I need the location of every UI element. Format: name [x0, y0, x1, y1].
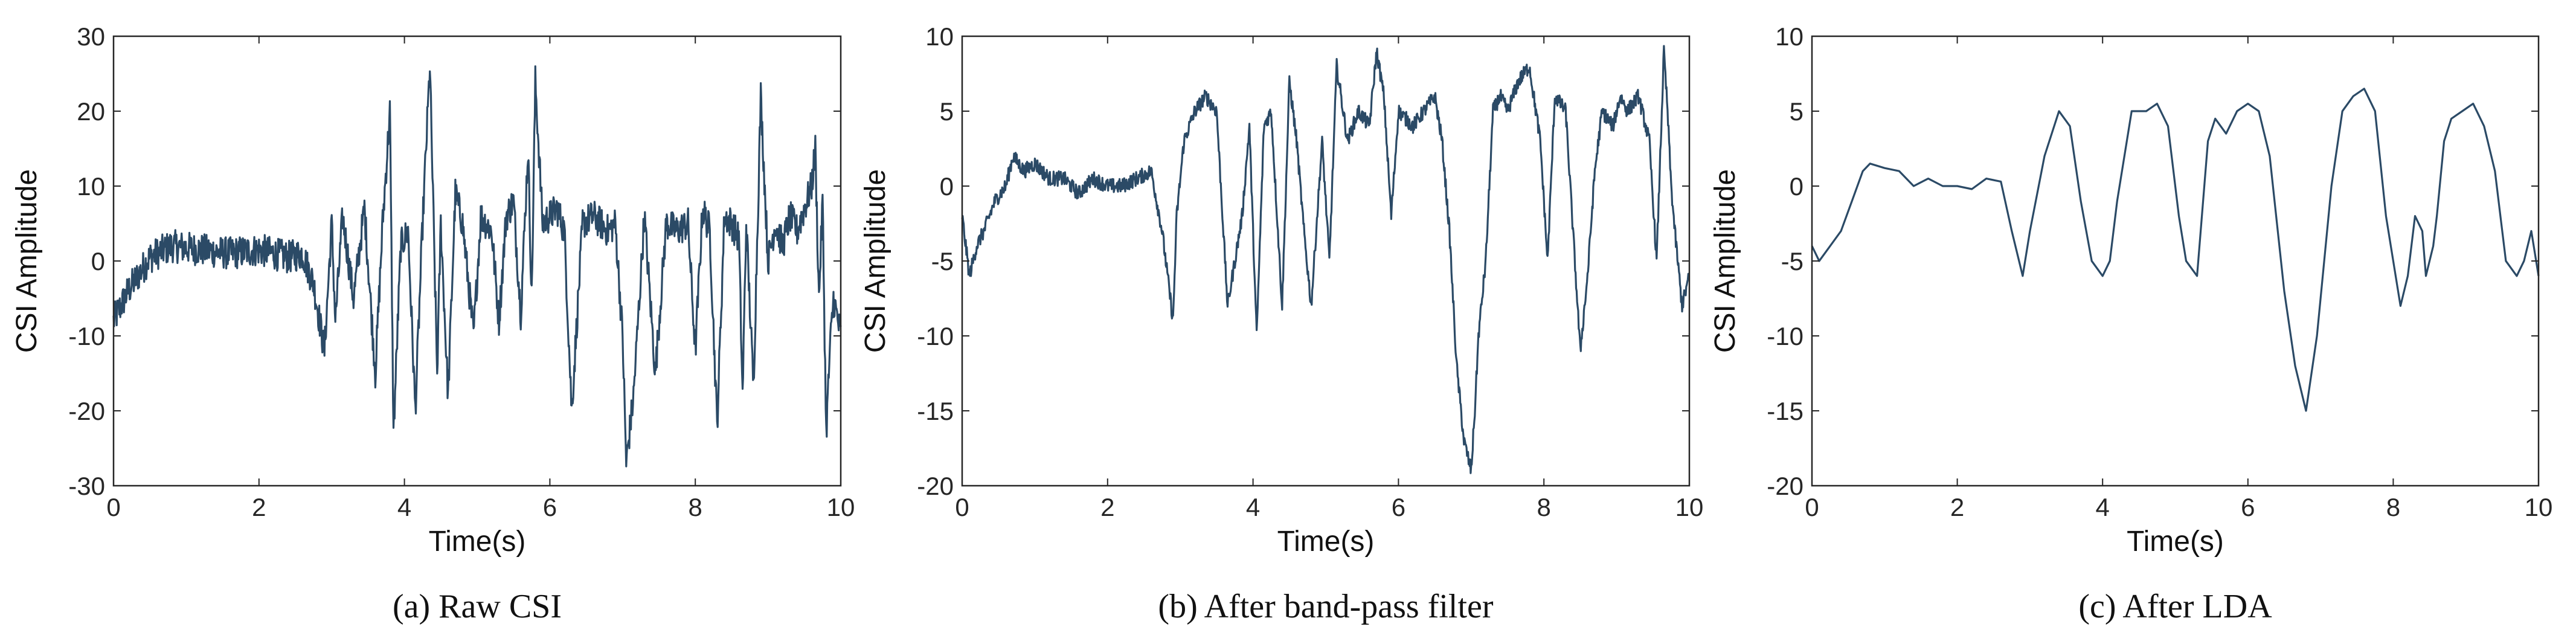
- y-axis-label: CSI Amplitude: [1709, 169, 1741, 353]
- y-tick-label: 10: [925, 22, 954, 51]
- x-tick-label: 4: [2096, 493, 2110, 521]
- x-tick-label: 4: [397, 493, 411, 521]
- y-tick-label: 20: [77, 97, 105, 126]
- series-line: [112, 65, 842, 468]
- x-tick-label: 0: [1805, 493, 1819, 521]
- series-line: [1811, 88, 2540, 412]
- x-tick-label: 6: [2241, 493, 2255, 521]
- y-tick-label: -10: [917, 322, 954, 350]
- y-tick-label: -5: [1781, 247, 1804, 275]
- y-tick-label: -20: [68, 397, 105, 425]
- x-tick-label: 10: [1675, 493, 1704, 521]
- x-tick-label: 8: [1537, 493, 1551, 521]
- y-tick-label: 30: [77, 22, 105, 51]
- x-tick-label: 0: [106, 493, 120, 521]
- x-tick-label: 10: [827, 493, 855, 521]
- series-line: [961, 45, 1691, 474]
- x-tick-label: 8: [2386, 493, 2400, 521]
- y-tick-label: -15: [917, 397, 954, 425]
- y-tick-label: -10: [1767, 322, 1804, 350]
- y-tick-label: -20: [917, 472, 954, 500]
- y-tick-label: -30: [68, 472, 105, 500]
- panel-c: 0 2 4 6 8 10 10 5 0 -5 -10 -15 -20 Time(s) CSI Amplitu…: [1709, 22, 2552, 625]
- panel-caption: (c) After LDA: [2078, 588, 2272, 625]
- y-axis-label: CSI Amplitude: [11, 169, 43, 353]
- y-tick-label: 0: [940, 172, 954, 201]
- y-tick-label: -10: [68, 322, 105, 350]
- x-tick-label: 10: [2525, 493, 2553, 521]
- x-tick-label: 0: [955, 493, 969, 521]
- y-tick-label: -5: [931, 247, 954, 275]
- x-tick-label: 6: [543, 493, 557, 521]
- y-axis-label: CSI Amplitude: [859, 169, 891, 353]
- x-tick-label: 4: [1246, 493, 1260, 521]
- x-tick-label: 8: [689, 493, 702, 521]
- x-axis-label: Time(s): [2127, 526, 2224, 558]
- y-tick-label: -20: [1767, 472, 1804, 500]
- panel-caption: (a) Raw CSI: [393, 588, 562, 625]
- y-tick-label: 10: [1775, 22, 1804, 51]
- panel-b: 0 2 4 6 8 10 10 5 0 -5 -10 -15 -20 Time(s) CSI Amplitu…: [859, 22, 1703, 625]
- x-axis-label: Time(s): [429, 526, 526, 558]
- x-tick-label: 6: [1392, 493, 1405, 521]
- y-tick-label: 0: [1790, 172, 1804, 201]
- x-tick-label: 2: [252, 493, 266, 521]
- y-tick-label: 10: [77, 172, 105, 201]
- panel-caption: (b) After band-pass filter: [1158, 588, 1493, 625]
- x-tick-label: 2: [1100, 493, 1114, 521]
- x-tick-label: 2: [1950, 493, 1964, 521]
- y-tick-label: -15: [1767, 397, 1804, 425]
- y-tick-label: 0: [91, 247, 105, 275]
- x-axis-label: Time(s): [1277, 526, 1375, 558]
- y-tick-label: 5: [940, 97, 954, 126]
- panel-a: 0 2 4 6 8 10 30 20 10 0 -10 -20 -30 Time(s) CSI Amplit…: [11, 22, 855, 625]
- y-tick-label: 5: [1790, 97, 1804, 126]
